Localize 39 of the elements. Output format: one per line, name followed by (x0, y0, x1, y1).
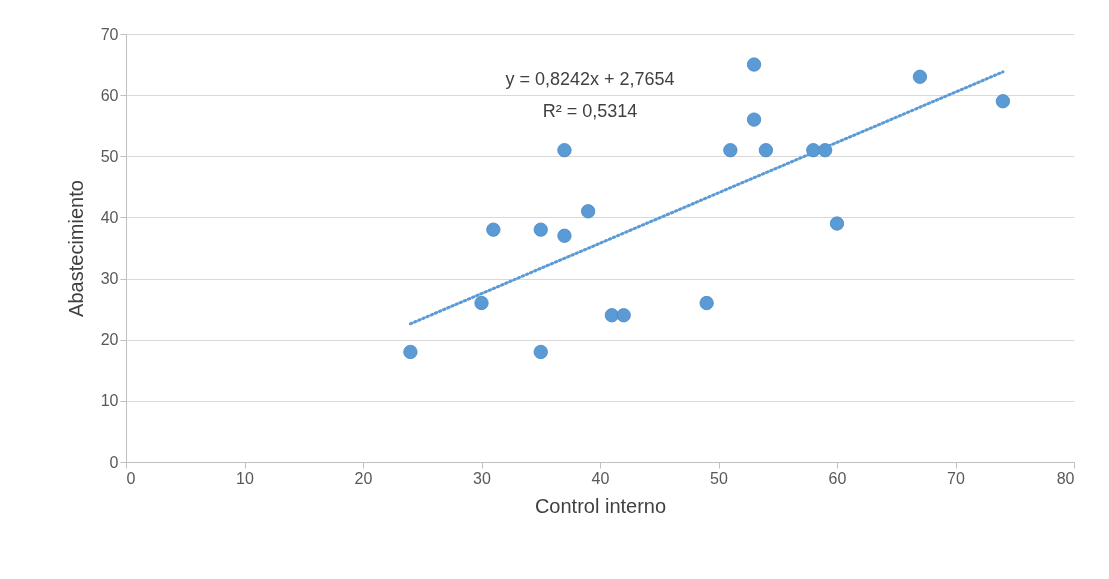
point (474, 295, 489, 311)
point (912, 69, 928, 84)
point (533, 222, 548, 237)
y-tick-label: 50 (100, 147, 119, 165)
point (995, 94, 1011, 109)
annotation: R² = 0,5314 (542, 101, 638, 121)
point (746, 57, 762, 72)
y-tick-label: 20 (100, 331, 119, 349)
point (616, 308, 631, 323)
point (746, 112, 762, 127)
x-tick-label: 20 (354, 469, 373, 487)
x-tick-label: 30 (473, 469, 491, 487)
point (403, 344, 418, 360)
point (581, 204, 596, 219)
point (829, 216, 845, 231)
point (533, 344, 548, 360)
x-tick-label: 40 (591, 469, 610, 487)
point (486, 222, 501, 237)
y-tick-label: 0 (109, 453, 119, 471)
y-axis-title: Abastecimiento (64, 180, 87, 317)
point (758, 143, 774, 158)
x-tick-label: 70 (947, 469, 965, 487)
annotation: y = 0,8242x + 2,7654 (505, 69, 675, 89)
x-tick-label: 50 (710, 469, 728, 487)
y-tick-label: 40 (100, 208, 119, 226)
x-tick-label: 80 (1056, 469, 1075, 487)
y-tick-label: 10 (100, 392, 119, 410)
point (557, 228, 572, 243)
x-tick-label: 60 (828, 469, 847, 487)
x-tick-label: 0 (126, 469, 136, 487)
point (723, 143, 738, 158)
y-tick-label: 70 (100, 25, 119, 43)
point (557, 143, 572, 158)
x-tick-label: 10 (236, 469, 254, 487)
y-tick-label: 30 (100, 270, 119, 288)
point (699, 295, 714, 311)
x-axis-title: Control interno (534, 494, 667, 517)
y-tick-label: 60 (100, 86, 119, 104)
point (604, 308, 619, 323)
